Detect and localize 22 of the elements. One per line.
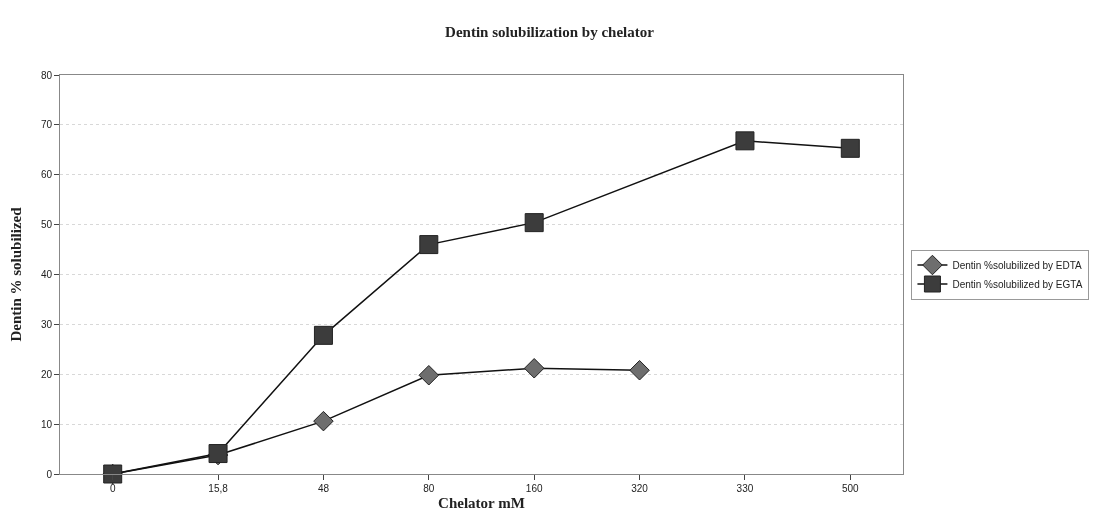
chart-title: Dentin solubilization by chelator [445,23,655,40]
y-tick-label: 10 [40,418,53,430]
y-tick-label: 70 [40,119,53,131]
x-tick-label: 15,8 [208,483,229,494]
x-tick-label: 80 [423,483,435,494]
x-tick-label: 48 [317,483,330,494]
y-tick-label: 40 [40,269,53,280]
x-tick-label: 0 [109,483,116,494]
x-axis-title: Chelator mM [438,495,525,511]
y-tick-label: 0 [46,468,53,480]
y-tick-label: 30 [40,318,53,330]
legend-label: Dentin %solubilized by EDTA [952,259,1083,271]
y-tick-label: 80 [40,69,53,81]
x-tick-label: 320 [631,483,649,494]
x-tick-label: 500 [841,483,860,494]
y-axis-title: Dentin % solubilized [8,206,25,342]
x-tick-label: 160 [525,483,543,494]
x-tick-label: 330 [736,483,754,494]
y-tick-label: 50 [40,219,53,231]
legend-label: Dentin %solubilized by EGTA [952,278,1083,290]
y-tick-label: 60 [40,169,53,181]
y-tick-label: 20 [40,368,53,380]
